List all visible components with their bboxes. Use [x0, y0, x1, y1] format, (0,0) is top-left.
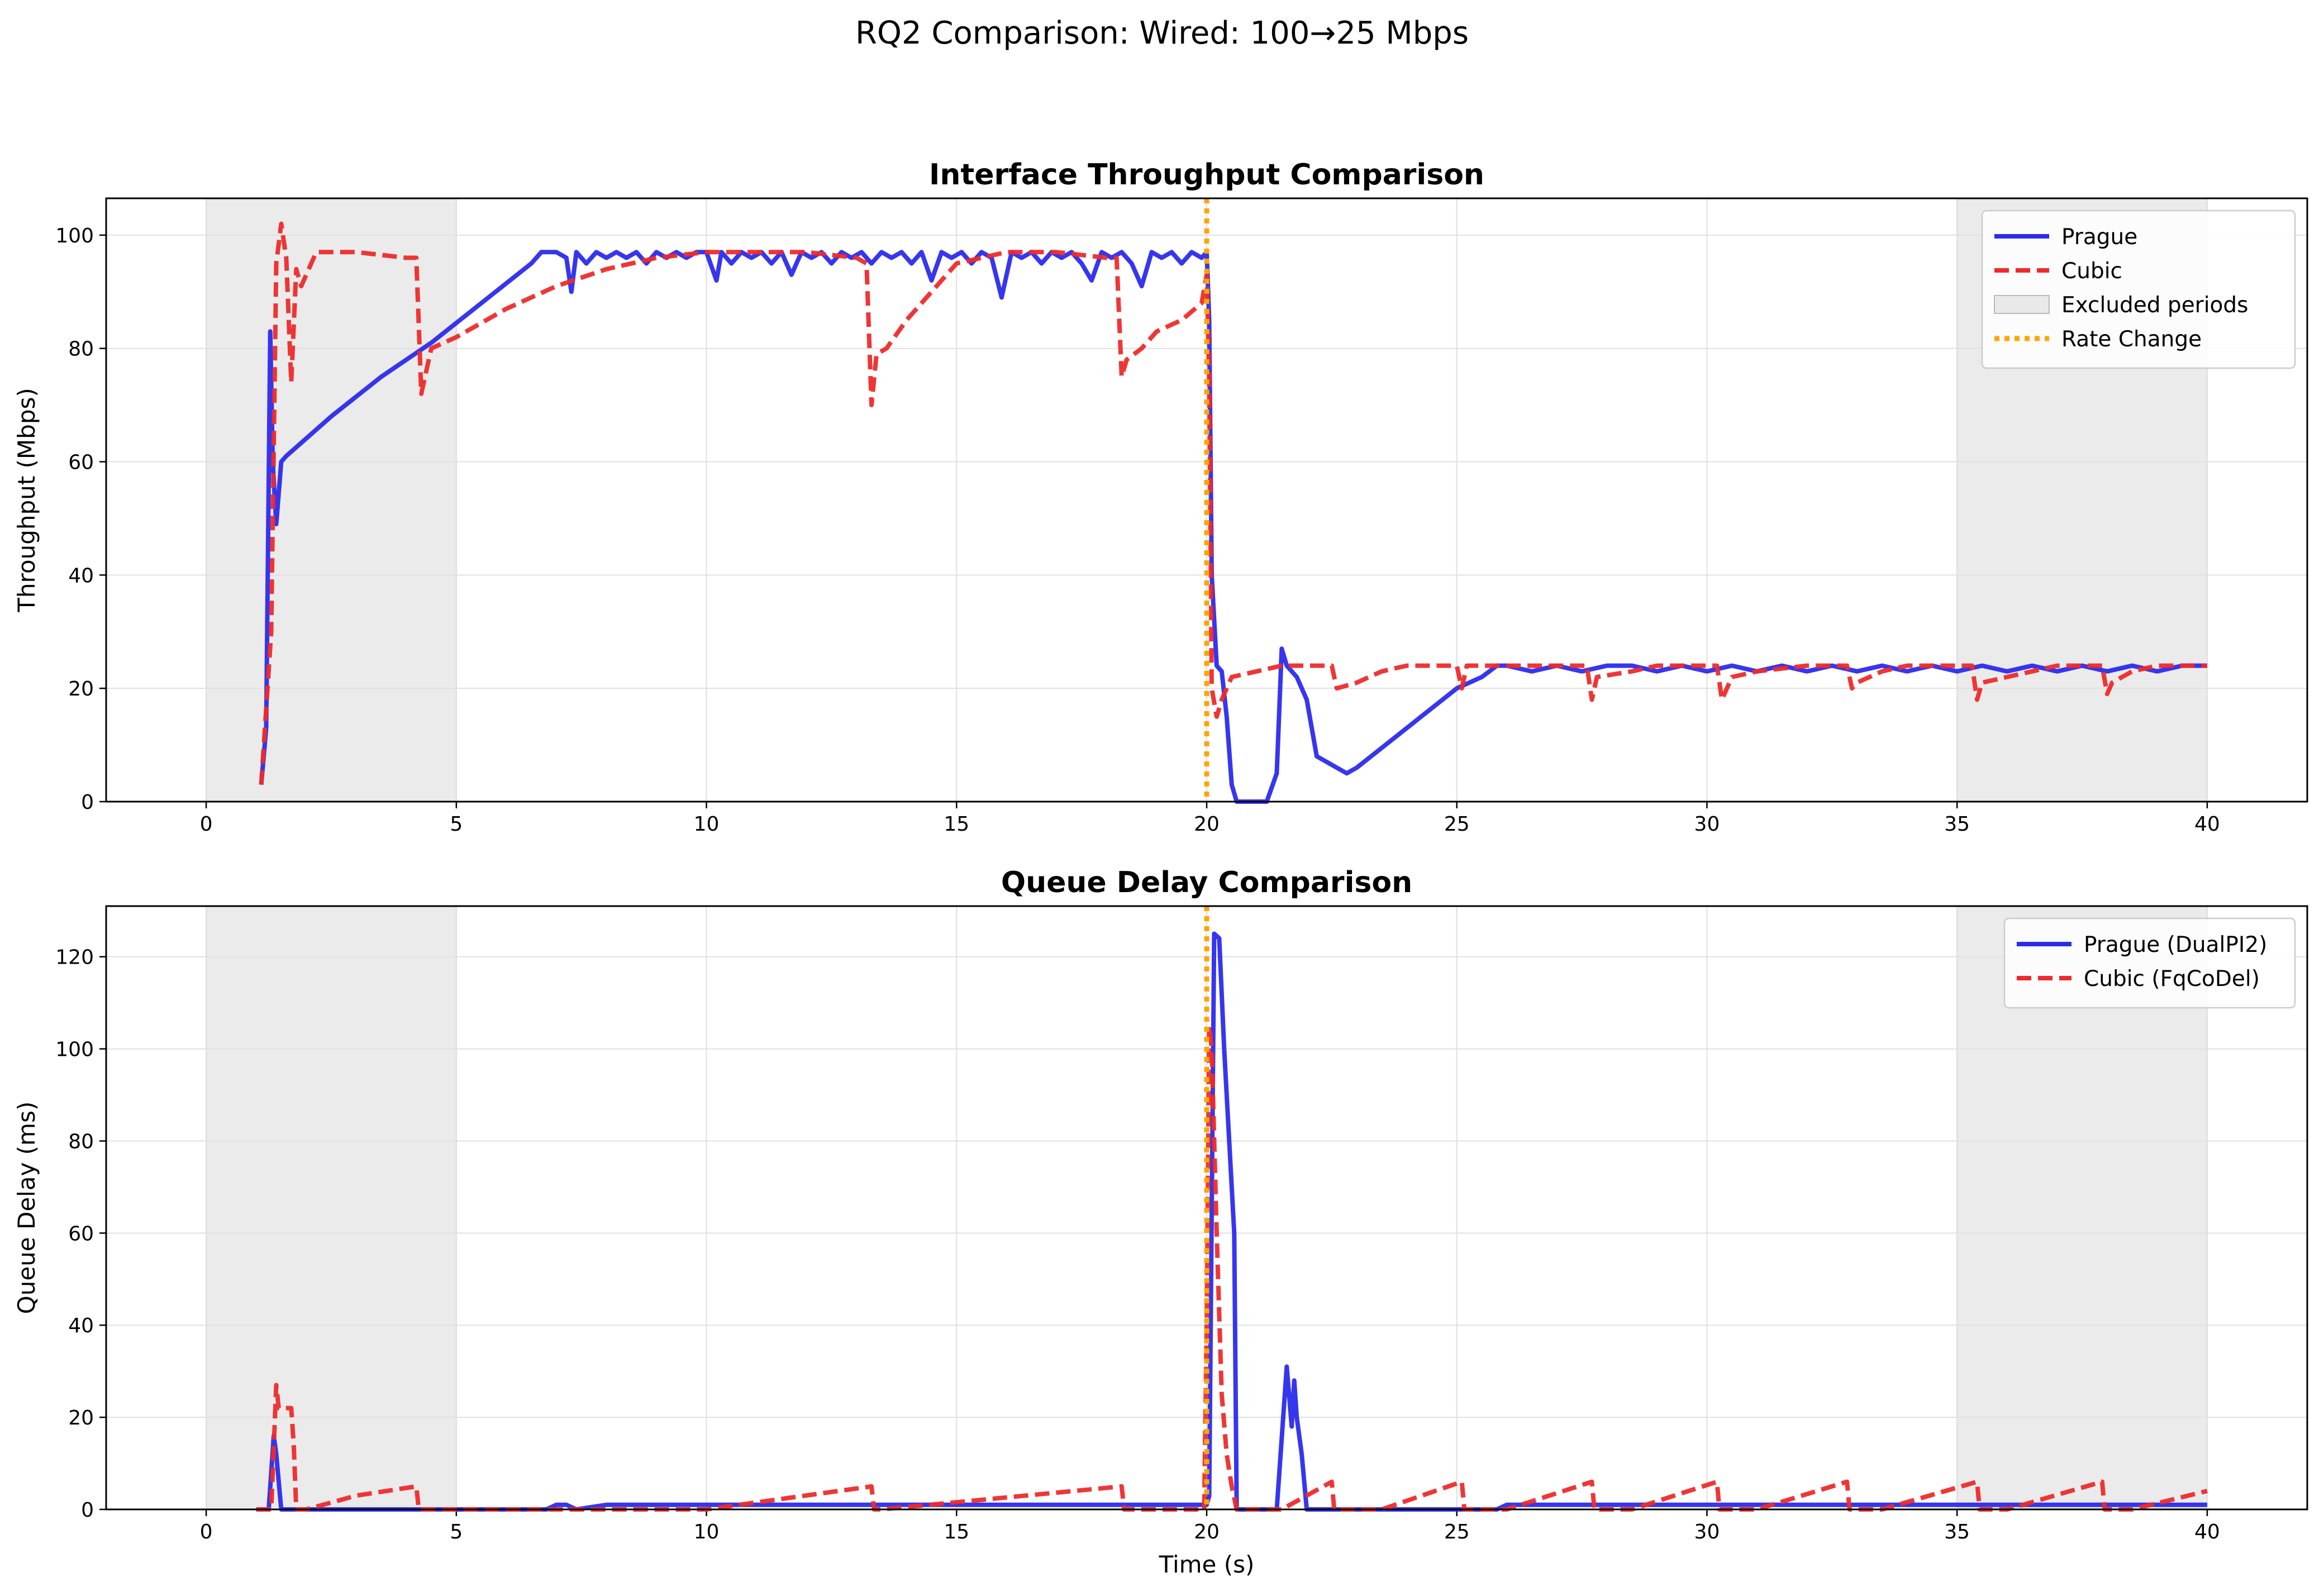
- x-tick-label: 0: [200, 1521, 213, 1543]
- y-tick-label: 80: [68, 338, 94, 361]
- legend-label-prague-dualpi2: Prague (DualPI2): [2084, 932, 2267, 957]
- y-tick-label: 60: [68, 1222, 94, 1245]
- x-tick-label: 20: [1194, 813, 1220, 836]
- x-tick-label: 40: [2194, 1521, 2220, 1543]
- series-line-prague-dualpi2: [256, 931, 2207, 1512]
- series-line-prague: [259, 250, 2207, 804]
- legend: Prague (DualPI2) Cubic (FqCoDel): [2003, 917, 2296, 1009]
- x-tick-label: 40: [2194, 813, 2220, 836]
- x-tick-label: 0: [200, 813, 213, 836]
- queue-delay-plot-area: 0 5 10 15 20 25 30 35 40 0 20 40 60 80 100 120 Prague (D…: [55, 905, 2308, 1543]
- y-tick-label: 0: [81, 1499, 94, 1522]
- y-tick-label: 40: [68, 564, 94, 587]
- x-tick-label: 35: [1944, 1521, 1970, 1543]
- y-tick-label: 40: [68, 1314, 94, 1337]
- y-tick-label: 20: [68, 1407, 94, 1430]
- series-line-cubic: [259, 221, 2207, 785]
- throughput-plot-area: 0 5 10 15 20 25 30 35 40 0 20 40 60 80 100 Prague Cubic E…: [55, 197, 2308, 836]
- x-tick-label: 25: [1444, 813, 1470, 836]
- axes-frame: [105, 197, 2308, 803]
- throughput-panel: Interface Throughput Comparison Throughp…: [13, 158, 2308, 836]
- x-tick-label: 5: [450, 813, 463, 836]
- legend-label-rate-change: Rate Change: [2061, 327, 2202, 352]
- legend: Prague Cubic Excluded periods Rate Change: [1981, 209, 2296, 369]
- x-tick-label: 35: [1944, 813, 1970, 836]
- legend-label-excluded-periods: Excluded periods: [2061, 293, 2249, 318]
- legend-label-cubic: Cubic: [2061, 259, 2122, 284]
- excluded-period-0: [206, 906, 457, 1510]
- excluded-period-0: [206, 198, 457, 802]
- y-tick-label: 120: [55, 946, 94, 969]
- legend-swatch-excluded-periods: [1994, 295, 2050, 314]
- x-tick-label: 30: [1694, 813, 1720, 836]
- y-tick-label: 0: [81, 791, 94, 814]
- y-tick-label: 60: [68, 451, 94, 474]
- queue-delay-panel-title: Queue Delay Comparison: [1001, 866, 1412, 899]
- x-tick-label: 15: [944, 813, 969, 836]
- x-tick-label: 30: [1694, 1521, 1720, 1543]
- x-tick-label: 15: [944, 1521, 969, 1543]
- legend-label-cubic-fqcodel: Cubic (FqCoDel): [2084, 966, 2260, 992]
- x-tick-label: 25: [1444, 1521, 1470, 1543]
- x-tick-label: 20: [1194, 1521, 1220, 1543]
- time-x-axis-label: Time (s): [1159, 1551, 1255, 1578]
- x-tick-label: 10: [694, 1521, 720, 1543]
- legend-box: [2003, 917, 2296, 1009]
- series-line-cubic-fqcodel: [256, 1023, 2208, 1512]
- legend-label-prague: Prague: [2061, 225, 2137, 250]
- x-tick-label: 10: [694, 813, 720, 836]
- throughput-panel-title: Interface Throughput Comparison: [929, 158, 1484, 192]
- queue-delay-panel: Queue Delay Comparison Queue Delay (ms) …: [13, 866, 2308, 1578]
- legend-box: [1981, 209, 2296, 369]
- y-tick-label: 100: [55, 1038, 94, 1061]
- y-tick-label: 100: [55, 225, 94, 247]
- y-tick-label: 20: [68, 678, 94, 701]
- y-tick-label: 80: [68, 1130, 94, 1153]
- axes-frame: [105, 905, 2308, 1511]
- x-tick-label: 5: [450, 1521, 463, 1543]
- figure-title: RQ2 Comparison: Wired: 100→25 Mbps: [855, 15, 1469, 51]
- throughput-y-axis-label: Throughput (Mbps): [13, 388, 40, 613]
- queue-delay-y-axis-label: Queue Delay (ms): [13, 1102, 40, 1314]
